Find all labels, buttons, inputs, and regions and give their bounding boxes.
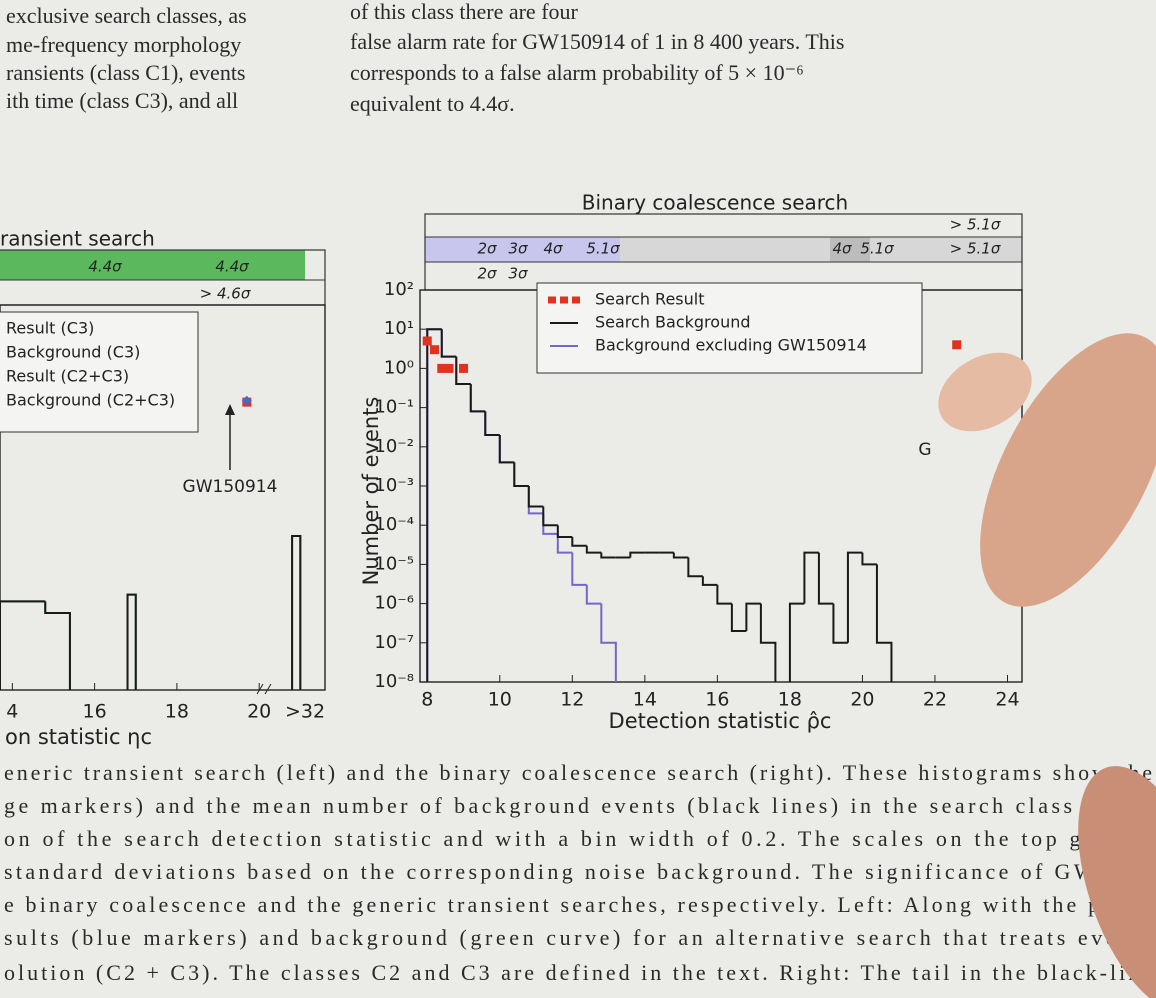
text-line: corresponds to a false alarm probability…: [350, 60, 804, 85]
result-marker: [430, 345, 439, 354]
text-line: false alarm rate for GW150914 of 1 in 8 …: [350, 29, 844, 54]
y-tick-label: 10⁻⁷: [374, 632, 414, 653]
legend-label: Search Background: [595, 313, 751, 332]
legend-label: Background excluding GW150914: [595, 336, 867, 355]
x-tick-label: 20: [247, 701, 271, 723]
legend-marker: [548, 297, 556, 304]
page: exclusive search classes, as me-frequency…: [0, 0, 1156, 998]
paper-photo: exclusive search classes, as me-frequency…: [0, 0, 1156, 998]
significance-label: 4.4σ: [88, 258, 122, 276]
significance-label: 3σ: [508, 265, 528, 283]
significance-label: 4σ: [832, 240, 852, 258]
text-line: me-frequency morphology: [6, 32, 241, 57]
text-line: eneric transient search (left) and the b…: [4, 760, 1152, 785]
text-line: ith time (class C3), and all: [6, 88, 238, 113]
legend-label: Result (C3): [6, 319, 94, 338]
x-tick-label: 18: [778, 689, 802, 711]
x-tick-label: 12: [560, 689, 584, 711]
scale-band: [0, 250, 305, 280]
y-tick-label: 10⁻⁸: [374, 671, 414, 692]
text-line: of this class there are four: [350, 0, 579, 24]
axis-break-label: >32: [285, 701, 325, 723]
text-line: exclusive search classes, as: [6, 3, 247, 28]
result-marker: [445, 364, 454, 373]
x-tick-label: 24: [995, 689, 1019, 711]
y-axis-label: Number of events: [359, 397, 383, 586]
legend-label: Search Result: [595, 290, 705, 309]
significance-label: > 4.6σ: [200, 285, 251, 303]
x-tick-label: 20: [850, 689, 874, 711]
significance-label: 2σ: [477, 240, 497, 258]
significance-label: 3σ: [508, 240, 528, 258]
significance-label: 5.1σ: [860, 240, 894, 258]
significance-label: 2σ: [477, 265, 497, 283]
x-tick-label: 14: [633, 689, 657, 711]
significance-label: 5.1σ: [586, 240, 620, 258]
y-tick-label: 10¹: [384, 318, 414, 339]
x-axis-label: Detection statistic ρ̂c: [609, 709, 832, 733]
legend-label: Result (C2+C3): [6, 367, 129, 386]
x-tick-label: 22: [923, 689, 947, 711]
significance-label: > 5.1σ: [950, 216, 1001, 234]
text-line: ge markers) and the mean number of backg…: [4, 793, 1152, 818]
text-line: equivalent to 4.4σ.: [350, 91, 515, 116]
chart-title: ransient search: [0, 227, 155, 251]
result-marker: [459, 364, 468, 373]
annotation: GW150914: [183, 477, 278, 497]
significance-label: 4.4σ: [215, 258, 249, 276]
x-tick-label: 18: [165, 701, 189, 723]
legend-marker: [572, 297, 580, 304]
text-line: olution (C2 + C3). The classes C2 and C3…: [4, 960, 1152, 985]
chart-title: Binary coalescence search: [582, 191, 848, 215]
result-marker: [952, 340, 961, 349]
y-tick-label: 10⁰: [384, 357, 414, 378]
x-tick-label: 8: [421, 689, 433, 711]
significance-label: > 5.1σ: [950, 240, 1001, 258]
x-tick-label: 10: [488, 689, 512, 711]
x-tick-label: 4: [6, 701, 18, 723]
legend-marker: [560, 297, 568, 304]
x-axis-label: on statistic ηc: [5, 725, 152, 749]
annotation: G: [918, 440, 931, 460]
x-tick-label: 16: [705, 689, 729, 711]
y-tick-label: 10²: [384, 279, 414, 300]
significance-label: 4σ: [543, 240, 563, 258]
y-tick-label: 10⁻⁶: [374, 593, 414, 614]
result-marker: [423, 337, 432, 346]
text-line: ransients (class C1), events: [6, 60, 246, 85]
legend-label: Background (C2+C3): [6, 391, 175, 410]
x-tick-label: 16: [83, 701, 107, 723]
legend-label: Background (C3): [6, 343, 140, 362]
